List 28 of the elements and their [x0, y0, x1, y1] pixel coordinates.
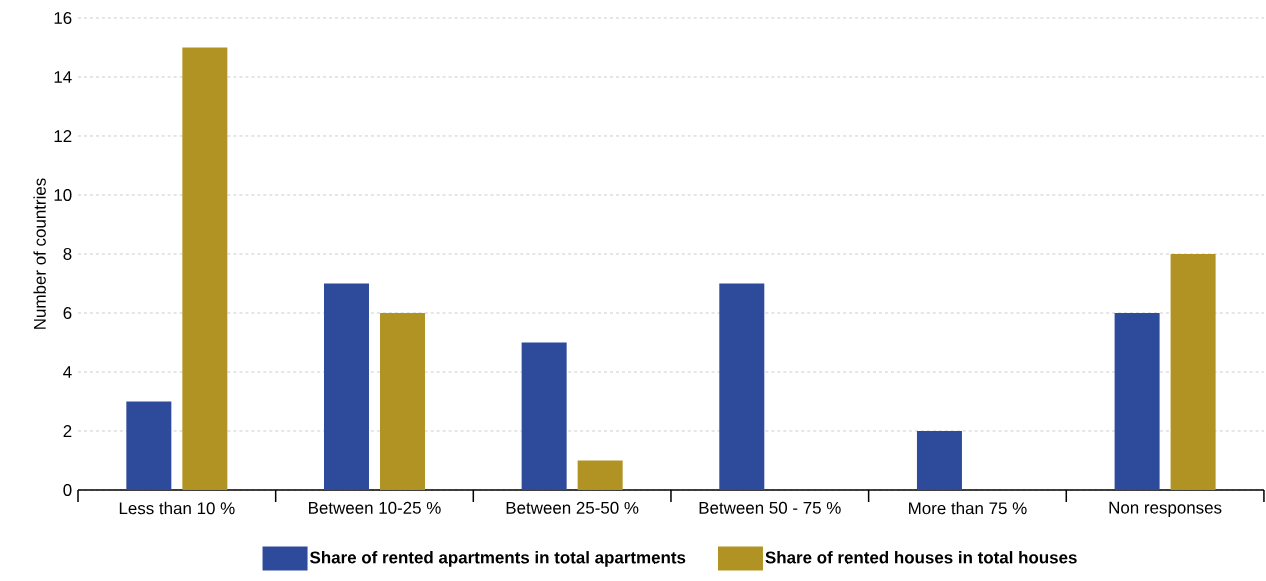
x-tick-label: Between 50 - 75 % [699, 501, 841, 514]
bar [379, 312, 425, 490]
bar [1114, 312, 1160, 490]
x-tick-label: Between 25-50 % [506, 501, 639, 514]
x-tick-label: Less than 10 % [119, 501, 235, 515]
y-axis-title: Number of countries [33, 178, 46, 329]
x-tick-label: Non responses [1109, 501, 1222, 517]
bar [182, 47, 228, 490]
y-tick-label: 14 [54, 71, 72, 83]
bar [521, 342, 567, 490]
bar [1170, 253, 1216, 490]
x-tick-label: More than 75 % [909, 501, 1027, 515]
y-tick-label: 12 [54, 130, 72, 142]
bar [126, 401, 172, 490]
y-tick-label: 4 [63, 366, 72, 378]
legend-label: Share of rented houses in total houses [765, 551, 1077, 564]
y-tick-label: 0 [63, 483, 72, 496]
y-tick-label: 8 [63, 247, 72, 260]
y-tick-label: 16 [54, 11, 72, 24]
bar [577, 460, 623, 490]
legend-label: Share of rented apartments in total apartments [310, 551, 686, 567]
y-tick-label: 10 [54, 188, 72, 201]
y-tick-label: 2 [63, 425, 72, 437]
bar [323, 283, 369, 490]
x-tick-label: Between 10-25 % [309, 501, 441, 514]
bar [719, 283, 765, 490]
y-tick-label: 6 [63, 306, 72, 319]
bar [916, 430, 962, 490]
